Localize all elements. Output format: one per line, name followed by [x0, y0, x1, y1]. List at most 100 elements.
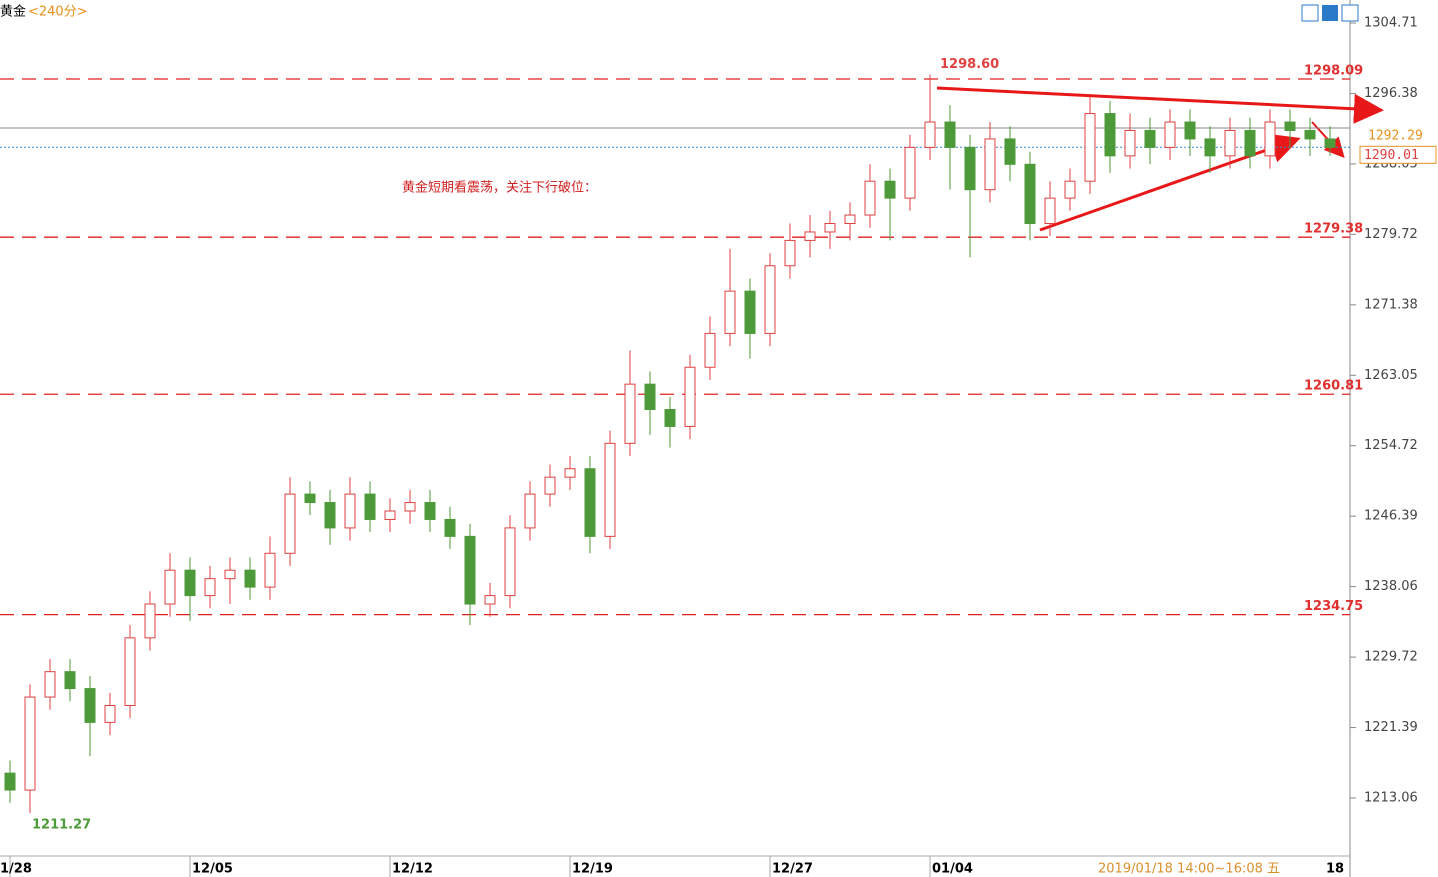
- candle-body: [724, 290, 736, 334]
- y-tick-label: 1279.72: [1364, 227, 1418, 242]
- last-price-label: 1292.29: [1368, 129, 1423, 144]
- candle-body: [224, 569, 236, 580]
- candle-body: [684, 366, 696, 427]
- candle-body: [244, 569, 256, 588]
- y-tick-label: 1246.39: [1364, 509, 1418, 524]
- candle-body: [164, 569, 176, 605]
- candle-body: [1184, 121, 1196, 140]
- candle-body: [144, 603, 156, 639]
- candle-body: [704, 332, 716, 368]
- candle-body: [324, 502, 336, 529]
- level-label: 1298.09: [1304, 63, 1363, 78]
- candle-body: [1104, 113, 1116, 157]
- low-label: 1211.27: [32, 818, 91, 833]
- candle-body: [484, 595, 496, 605]
- candle-body: [664, 409, 676, 427]
- x-tick-label: 1/28: [0, 862, 32, 877]
- candle-body: [564, 468, 576, 478]
- bid-price-box: [1359, 145, 1437, 164]
- level-label: 1279.38: [1304, 222, 1363, 237]
- candle-body: [1144, 129, 1156, 148]
- candle-body: [744, 290, 756, 334]
- candle-body: [584, 468, 596, 537]
- candle-body: [884, 180, 896, 199]
- high-label: 1298.60: [940, 57, 999, 72]
- candle-body: [804, 231, 816, 241]
- annotation: 黄金短期看震荡，关注下行破位：: [402, 180, 597, 196]
- y-tick-label: 1238.06: [1364, 579, 1418, 594]
- candle-body: [644, 383, 656, 411]
- candle-body: [1024, 163, 1036, 224]
- candle-body: [124, 637, 136, 706]
- candle-body: [1264, 121, 1276, 157]
- candle-body: [204, 578, 216, 597]
- candle-body: [344, 493, 356, 529]
- candle-body: [1244, 129, 1256, 157]
- tool-button[interactable]: [1322, 5, 1338, 21]
- candle-body: [1164, 121, 1176, 148]
- candle-body: [464, 535, 476, 605]
- candle-body: [844, 214, 856, 224]
- y-tick-label: 1296.38: [1364, 86, 1418, 101]
- candle-body: [1224, 129, 1236, 157]
- candle-body: [1084, 113, 1096, 182]
- candle-body: [624, 383, 636, 444]
- candle-body: [924, 121, 936, 148]
- x-tick-label: 12/12: [392, 862, 433, 877]
- tool-button[interactable]: [1301, 4, 1319, 22]
- bid-price-label: 1290.01: [1364, 148, 1419, 163]
- candle-body: [424, 502, 436, 520]
- period: <240分>: [28, 5, 88, 20]
- candle-body: [444, 518, 456, 537]
- candle-body: [764, 265, 776, 334]
- candle-body: [24, 696, 36, 791]
- y-tick-label: 1271.38: [1364, 297, 1418, 312]
- candle-body: [964, 146, 976, 191]
- candle-body: [1204, 138, 1216, 157]
- level-label: 1234.75: [1304, 599, 1363, 614]
- toolbar[interactable]: [1301, 4, 1359, 22]
- candle-body: [84, 688, 96, 723]
- candle-body: [604, 442, 616, 537]
- trend-line: [936, 86, 1384, 124]
- tool-button[interactable]: [1341, 4, 1359, 22]
- candle-body: [104, 704, 116, 723]
- candle-body: [384, 510, 396, 520]
- candle-body: [1304, 129, 1316, 140]
- level-label: 1260.81: [1304, 379, 1363, 394]
- candle-body: [944, 121, 956, 148]
- y-tick-label: 1221.39: [1364, 720, 1418, 735]
- candle-body: [904, 146, 916, 199]
- candle-body: [784, 239, 796, 267]
- candle-body: [524, 493, 536, 529]
- candle-body: [1324, 138, 1336, 148]
- y-tick-label: 1213.06: [1364, 791, 1418, 806]
- chart-title: 黄金: [0, 4, 26, 20]
- candle-body: [1044, 197, 1056, 224]
- candle-body: [824, 222, 836, 233]
- candle-body: [404, 502, 416, 512]
- x-tick-label: 12/19: [572, 862, 613, 877]
- candle-body: [1284, 121, 1296, 131]
- x-tick-label: 01/04: [932, 862, 973, 877]
- status-text: 2019/01/18 14:00~16:08 五: [1098, 862, 1280, 877]
- candle-body: [304, 493, 316, 504]
- candle-body: [44, 671, 56, 698]
- x-tick-label: 12/05: [192, 862, 233, 877]
- candle-body: [1064, 180, 1076, 199]
- candle-body: [984, 138, 996, 191]
- candle-body: [284, 493, 296, 554]
- candle-body: [4, 772, 16, 791]
- x-tick-label: 12/27: [772, 862, 813, 877]
- y-tick-label: 1304.71: [1364, 16, 1418, 31]
- trend-line: [1039, 133, 1301, 232]
- y-tick-label: 1263.05: [1364, 368, 1418, 383]
- candle-body: [1124, 129, 1136, 157]
- y-tick-label: 1229.72: [1364, 650, 1418, 665]
- status-right: 18: [1326, 862, 1344, 877]
- candle-body: [1004, 138, 1016, 165]
- y-tick-label: 1254.72: [1364, 438, 1418, 453]
- candle-body: [864, 180, 876, 216]
- candle-body: [264, 552, 276, 588]
